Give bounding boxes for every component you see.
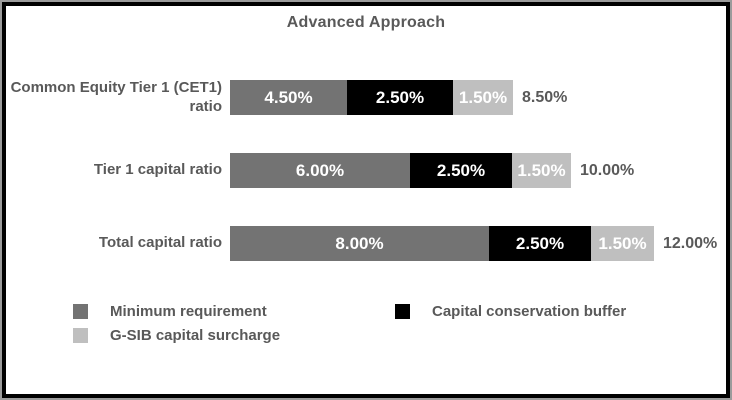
chart-title: Advanced Approach [286,14,446,31]
chart-row-tier-1-capital-ratio: Tier 1 capital ratio 6.00% 2.50% 1.50% 10.00… [6,153,726,188]
category-label: Common Equity Tier 1 (CET1) ratio [10,78,222,115]
bar-chart: Common Equity Tier 1 (CET1) ratio 4.50% 2.… [6,78,726,261]
legend-label: Minimum requirement [110,302,267,320]
bar-segment-minimum-requirement: 6.00% [230,153,410,188]
bar-segment-g-sib-capital-surcharge: 1.50% [453,80,513,115]
bar-segment-g-sib-capital-surcharge: 1.50% [512,153,571,188]
bar-segment-capital-conservation-buffer: 2.50% [489,226,591,261]
total-label: 12.00% [663,234,718,252]
bar-segment-g-sib-capital-surcharge: 1.50% [591,226,654,261]
legend-swatch [73,303,88,319]
stacked-bar-total-capital-ratio: 8.00% 2.50% 1.50% [230,226,654,261]
legend-swatch [395,303,410,319]
category-label: Total capital ratio [98,234,222,252]
legend-item-capital-conservation-buffer: Capital conservation buffer [395,299,726,323]
legend-item-minimum-requirement: Minimum requirement [73,299,395,323]
legend-label: G-SIB capital surcharge [110,326,281,344]
bar-segment-minimum-requirement: 8.00% [230,226,489,261]
total-label: 8.50% [522,88,568,106]
stacked-bar-tier-1-capital-ratio: 6.00% 2.50% 1.50% [230,153,571,188]
bar-segment-minimum-requirement: 4.50% [230,80,347,115]
legend-swatch [73,327,88,343]
stacked-bar-common-equity-tier-1-cet1-ratio: 4.50% 2.50% 1.50% [230,80,513,115]
chart-row-common-equity-tier-1-cet1-ratio: Common Equity Tier 1 (CET1) ratio 4.50% 2.… [6,78,726,115]
chart-row-total-capital-ratio: Total capital ratio 8.00% 2.50% 1.50% 12.00% [6,226,726,261]
legend: Minimum requirement Capital conservation … [73,299,726,347]
total-label: 10.00% [580,161,635,179]
legend-item-g-sib-capital-surcharge: G-SIB capital surcharge [73,323,395,347]
legend-label: Capital conservation buffer [432,302,627,320]
category-label: Tier 1 capital ratio [93,161,222,179]
bar-segment-capital-conservation-buffer: 2.50% [410,153,512,188]
bar-segment-capital-conservation-buffer: 2.50% [347,80,453,115]
